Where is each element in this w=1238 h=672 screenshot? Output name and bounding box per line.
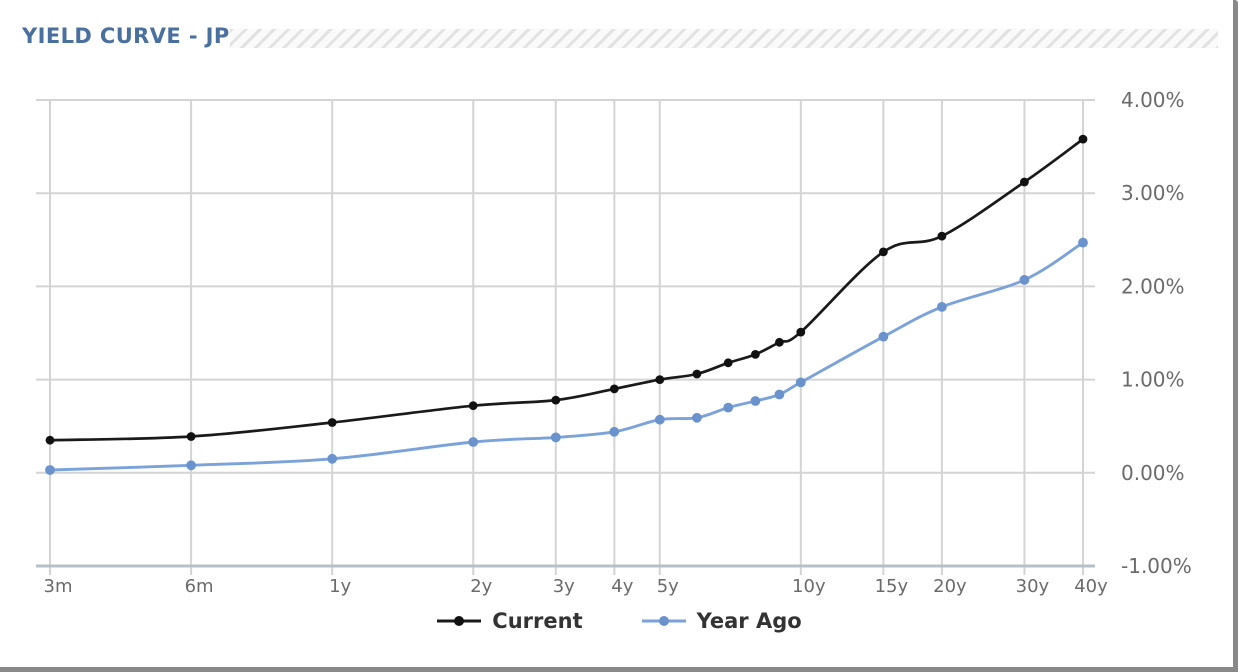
current-data-point bbox=[186, 432, 196, 441]
chart-legend: Current Year Ago bbox=[0, 603, 1238, 639]
year-ago-data-point bbox=[327, 453, 338, 464]
x-axis-tick-label: 40y bbox=[1074, 576, 1108, 597]
legend-item-current[interactable]: Current bbox=[436, 609, 583, 633]
title-hatch-decoration bbox=[230, 29, 1218, 48]
chart-title: YIELD CURVE - JP bbox=[22, 24, 230, 48]
y-axis-tick-label: 1.00% bbox=[1121, 368, 1185, 392]
current-data-point bbox=[609, 384, 619, 394]
x-axis-tick-label: 20y bbox=[933, 576, 967, 597]
current-data-point bbox=[551, 395, 561, 405]
legend-item-year-ago[interactable]: Year Ago bbox=[641, 609, 802, 633]
x-axis-tick-label: 15y bbox=[875, 576, 909, 597]
current-data-point bbox=[796, 327, 806, 337]
year-ago-data-point bbox=[1078, 237, 1088, 248]
y-axis-tick-label: 4.00% bbox=[1121, 88, 1185, 112]
current-data-point bbox=[751, 350, 760, 359]
current-data-point bbox=[1078, 134, 1088, 144]
x-axis-tick-label: 1y bbox=[329, 576, 351, 597]
current-data-point bbox=[775, 337, 784, 347]
current-data-point bbox=[1020, 177, 1029, 187]
x-axis-tick-label: 30y bbox=[1016, 576, 1050, 597]
year-ago-data-point bbox=[937, 302, 947, 312]
current-series-line bbox=[49, 138, 1084, 442]
current-data-point bbox=[327, 418, 337, 427]
current-series-marker-icon bbox=[437, 616, 482, 626]
legend-label: Year Ago bbox=[696, 609, 802, 633]
year-ago-data-point bbox=[795, 377, 806, 388]
current-data-point bbox=[45, 435, 55, 445]
x-axis-tick-label: 5y bbox=[657, 576, 679, 597]
window-edge-right bbox=[1233, 0, 1238, 672]
current-data-point bbox=[937, 231, 947, 241]
window-edge-bottom bbox=[0, 667, 1238, 672]
year-ago-data-point bbox=[45, 465, 55, 475]
x-axis-tick-label: 3m bbox=[44, 576, 73, 597]
y-axis-tick-label: 3.00% bbox=[1121, 181, 1185, 205]
y-axis-tick-label: -1.00% bbox=[1121, 554, 1192, 578]
x-axis-tick-label: 4y bbox=[611, 576, 633, 597]
current-data-point bbox=[655, 375, 665, 384]
x-axis-tick-label: 10y bbox=[792, 576, 826, 597]
x-axis-tick-label: 2y bbox=[470, 576, 492, 597]
year-ago-data-point bbox=[609, 426, 620, 437]
year-ago-data-point bbox=[654, 414, 665, 425]
current-data-point bbox=[692, 369, 702, 379]
year-ago-data-point bbox=[550, 432, 561, 443]
year-ago-data-point bbox=[692, 412, 702, 423]
year-ago-data-point bbox=[468, 437, 479, 447]
year-ago-data-point bbox=[878, 331, 889, 342]
year-ago-data-point bbox=[723, 402, 734, 413]
year-ago-series-marker-icon bbox=[641, 616, 686, 626]
current-data-point bbox=[723, 358, 733, 368]
year-ago-data-point bbox=[750, 396, 761, 406]
year-ago-data-point bbox=[774, 389, 785, 400]
y-axis-tick-label: 0.00% bbox=[1121, 461, 1185, 485]
year-ago-data-point bbox=[1019, 275, 1030, 285]
legend-label: Current bbox=[492, 609, 583, 633]
current-data-point bbox=[468, 401, 478, 411]
year-ago-data-point bbox=[186, 460, 197, 471]
y-axis-tick-label: 2.00% bbox=[1121, 274, 1185, 298]
x-axis-tick-label: 3y bbox=[553, 576, 575, 597]
x-axis-tick-label: 6m bbox=[185, 576, 214, 597]
current-data-point bbox=[879, 247, 888, 257]
